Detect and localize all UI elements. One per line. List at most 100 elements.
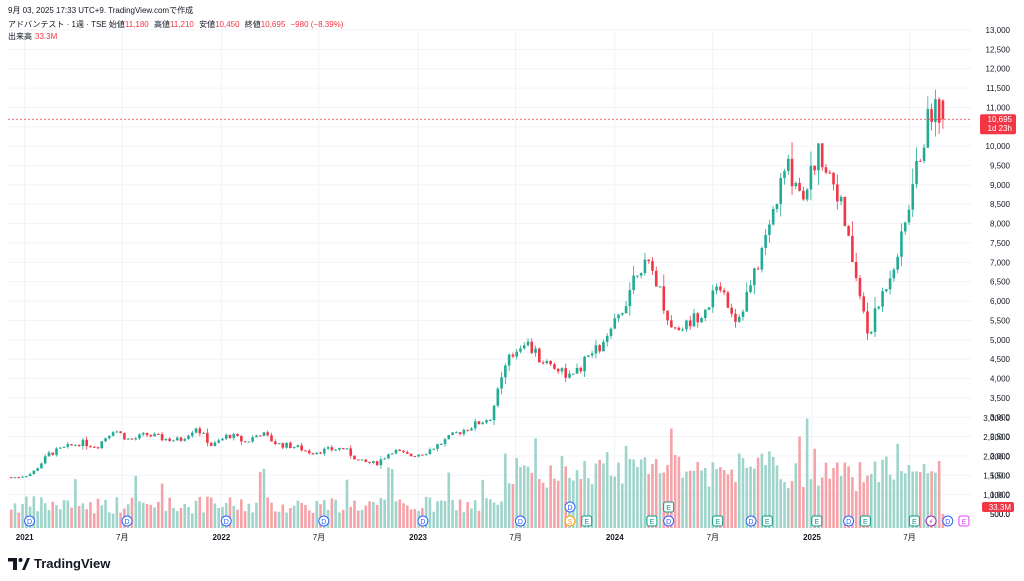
candle-body bbox=[500, 377, 503, 389]
volume-bar bbox=[334, 499, 337, 528]
candle-body bbox=[594, 345, 598, 354]
price-tick-label: 9,500 bbox=[990, 162, 1011, 171]
flash-marker[interactable]: ⚡ bbox=[925, 515, 937, 527]
candle-body bbox=[768, 224, 771, 235]
earnings-marker-box bbox=[663, 501, 675, 513]
volume-bar bbox=[168, 497, 171, 528]
volume-legend: 出来高 33.3M bbox=[8, 31, 57, 42]
dividend-marker[interactable]: D bbox=[24, 515, 36, 527]
candle-body bbox=[130, 438, 134, 440]
candle-body bbox=[319, 452, 322, 454]
candle-body bbox=[605, 335, 609, 342]
volume-bar bbox=[228, 497, 232, 528]
dividend-marker[interactable]: D bbox=[564, 501, 576, 513]
earnings-marker[interactable]: E bbox=[811, 515, 823, 527]
candle-body bbox=[28, 474, 32, 477]
volume-bar bbox=[443, 500, 447, 528]
earnings-marker[interactable]: E bbox=[646, 515, 658, 527]
candle-body bbox=[530, 341, 534, 353]
volume-bar bbox=[492, 502, 496, 528]
candle-body bbox=[436, 444, 439, 449]
candle-body bbox=[36, 468, 39, 471]
volume-bar bbox=[428, 497, 432, 528]
volume-bar bbox=[730, 469, 733, 528]
volume-bar bbox=[617, 462, 620, 528]
volume-bar bbox=[55, 505, 58, 528]
volume-bar bbox=[481, 479, 485, 528]
earnings-marker[interactable]: E bbox=[761, 515, 773, 527]
dividend-marker[interactable]: D bbox=[220, 515, 232, 527]
volume-bar bbox=[873, 461, 877, 528]
candle-body bbox=[571, 373, 575, 375]
candle-body bbox=[628, 290, 632, 307]
candle-body bbox=[711, 290, 715, 308]
volume-bar bbox=[703, 467, 707, 528]
candle-body bbox=[519, 348, 522, 352]
earnings-marker[interactable]: E bbox=[581, 515, 593, 527]
time-tick-label: 7月 bbox=[509, 533, 521, 542]
volume-bar bbox=[307, 510, 311, 528]
volume-bar bbox=[104, 499, 107, 528]
candle-body bbox=[632, 275, 635, 291]
event-marker-label: E bbox=[715, 519, 720, 526]
dividend-marker[interactable]: D bbox=[121, 515, 133, 527]
candle-body bbox=[862, 296, 866, 312]
volume-bar bbox=[594, 463, 598, 528]
earnings-marker-box bbox=[646, 515, 658, 527]
volume-bar bbox=[62, 500, 66, 528]
volume-bar bbox=[628, 459, 632, 528]
candle-body bbox=[198, 428, 202, 434]
volume-bar bbox=[349, 506, 353, 528]
volume-bar bbox=[304, 505, 307, 528]
last-volume-tag: 33.3M bbox=[982, 502, 1014, 512]
candle-body bbox=[824, 167, 828, 173]
candle-body bbox=[43, 456, 47, 464]
volume-bar bbox=[643, 457, 647, 528]
candle-body bbox=[247, 441, 251, 443]
earnings-marker[interactable]: E bbox=[958, 515, 970, 527]
candle-body bbox=[262, 432, 266, 436]
dividend-marker[interactable]: D bbox=[745, 515, 757, 527]
volume-bar bbox=[907, 464, 911, 528]
dividend-marker[interactable]: D bbox=[843, 515, 855, 527]
volume-bar bbox=[885, 456, 888, 528]
volume-bar bbox=[451, 499, 454, 528]
earnings-marker[interactable]: E bbox=[663, 501, 675, 513]
event-marker-label: D bbox=[125, 519, 130, 526]
earnings-marker[interactable]: E bbox=[712, 515, 724, 527]
earnings-marker[interactable]: E bbox=[908, 515, 920, 527]
earnings-marker[interactable]: E bbox=[859, 515, 871, 527]
candle-body bbox=[779, 178, 783, 204]
volume-bar bbox=[236, 509, 239, 528]
last-price-countdown: 1d 23h bbox=[988, 124, 1012, 133]
volume-bar bbox=[338, 512, 341, 528]
candle-body bbox=[217, 440, 220, 443]
volume-bar bbox=[715, 469, 718, 528]
candle-body bbox=[639, 273, 643, 276]
dividend-marker[interactable]: D bbox=[663, 515, 675, 527]
candle-body bbox=[556, 368, 560, 372]
dividend-marker[interactable]: D bbox=[417, 515, 429, 527]
volume-bar bbox=[473, 500, 477, 528]
volume-bar bbox=[43, 503, 47, 528]
dividend-marker[interactable]: D bbox=[942, 515, 954, 527]
volume-bar bbox=[764, 465, 767, 528]
split-marker[interactable]: S bbox=[564, 515, 576, 527]
dividend-marker[interactable]: D bbox=[318, 515, 330, 527]
candle-body bbox=[730, 307, 733, 314]
volume-bar bbox=[66, 500, 70, 528]
price-tick-label: 7,500 bbox=[990, 239, 1011, 248]
volume-bars bbox=[9, 418, 945, 528]
earnings-marker-box bbox=[761, 515, 773, 527]
candle-body bbox=[58, 447, 62, 449]
volume-bar bbox=[881, 459, 884, 528]
volume-bar bbox=[858, 462, 862, 528]
candle-body bbox=[504, 365, 507, 378]
volume-bar bbox=[647, 474, 651, 528]
candle-body bbox=[786, 158, 790, 172]
dividend-marker[interactable]: D bbox=[514, 515, 526, 527]
tradingview-logo[interactable]: TradingView bbox=[8, 556, 110, 571]
candle-body bbox=[696, 313, 700, 323]
candle-body bbox=[590, 353, 594, 356]
